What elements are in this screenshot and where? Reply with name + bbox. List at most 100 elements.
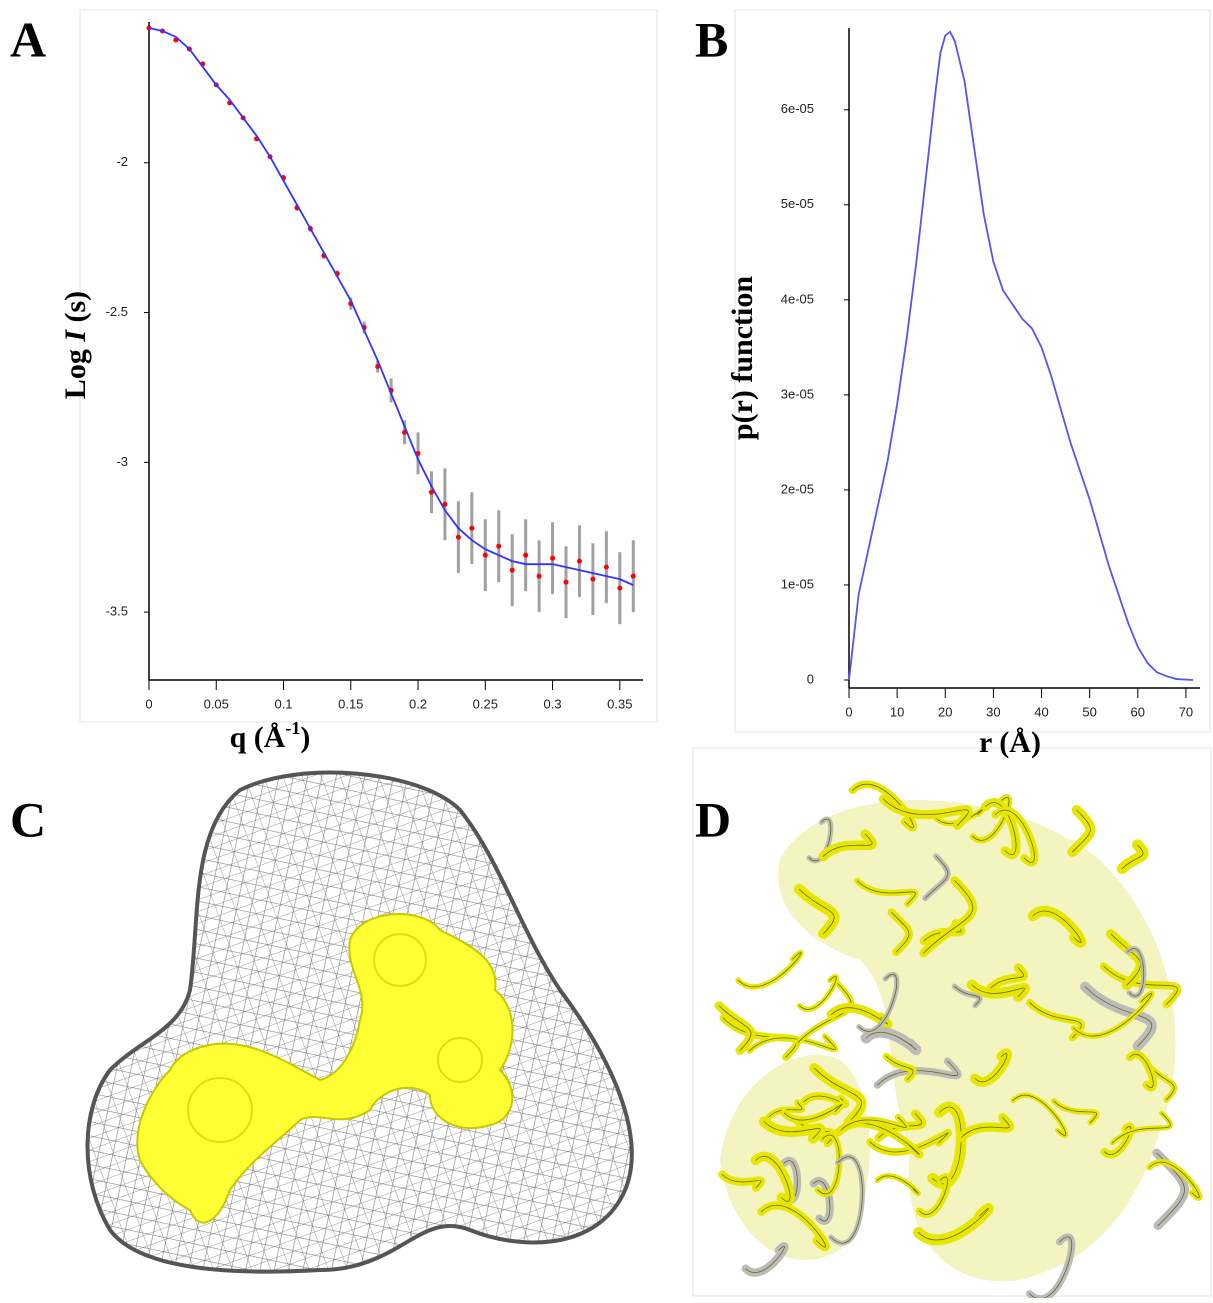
x-tick-label: 10	[890, 704, 904, 719]
axis-title-part: Log	[59, 342, 92, 400]
y-tick-label: -3	[116, 454, 128, 469]
ribbon-edge	[918, 1208, 989, 1241]
data-point	[455, 534, 461, 540]
y-tick-label: 1e-05	[781, 576, 814, 591]
x-tick-label: 0.05	[204, 696, 229, 711]
data-point	[482, 552, 488, 558]
ribbon-edge	[994, 809, 1035, 863]
ribbon-edge	[830, 1156, 863, 1244]
ribbon-edge	[1127, 948, 1145, 997]
axis-title-part: (s)	[59, 291, 92, 330]
ribbon-edge	[831, 1007, 888, 1025]
ribbon-edge	[768, 1102, 803, 1118]
ribbon-edge	[954, 985, 981, 1006]
data-point	[536, 573, 542, 579]
data-point	[576, 558, 582, 564]
data-point	[509, 567, 515, 573]
y-tick-label: 3e-05	[781, 386, 814, 401]
ribbon-edge	[924, 855, 949, 899]
y-tick-label: 0	[807, 671, 814, 686]
ribbon-edge	[748, 1035, 836, 1052]
ribbon-edge	[1149, 1067, 1175, 1101]
ribbon-edge	[813, 1067, 862, 1123]
ribbon-edge	[1121, 844, 1144, 869]
ribbon-edge	[813, 1180, 831, 1222]
x-tick-label: 60	[1131, 704, 1145, 719]
data-point	[428, 489, 434, 495]
y-tick-label: -3.5	[106, 604, 128, 619]
ribbon-edge	[934, 808, 984, 824]
x-tick-label: 50	[1082, 704, 1096, 719]
ribbon-edge	[891, 911, 910, 953]
data-point	[550, 555, 556, 561]
data-point	[469, 525, 475, 531]
ribbon-edge	[961, 1117, 1010, 1138]
x-tick-label: 70	[1179, 704, 1193, 719]
panel-frame	[692, 747, 1212, 1297]
axis-title-part: q (Å	[230, 721, 286, 754]
x-tick-label: 0.15	[338, 696, 363, 711]
ribbon	[1067, 805, 1096, 858]
ribbon-image	[714, 780, 1203, 1303]
ribbon-edge	[1129, 1054, 1154, 1088]
ribbon-edge	[1071, 809, 1091, 853]
ribbon-edge	[763, 1121, 821, 1139]
ribbon-edge	[882, 798, 969, 826]
ribbon-edge	[737, 952, 802, 988]
x-tick-label: 0.25	[473, 696, 498, 711]
ribbon-edge	[974, 1053, 1008, 1082]
x-tick-label: 0	[845, 704, 852, 719]
data-point	[496, 543, 502, 549]
axis-title-part: -1	[285, 718, 300, 738]
ribbon-edge	[865, 1031, 917, 1051]
x-tick-label: 30	[986, 704, 1000, 719]
panel-label: D	[695, 791, 731, 847]
ribbon-edge	[1110, 933, 1141, 986]
x-tick-label: 0	[145, 696, 152, 711]
ribbon-edge	[840, 1116, 907, 1131]
y-tick-label: -2	[116, 154, 128, 169]
ribbon-edge	[858, 974, 898, 1032]
y-tick-label: 6e-05	[781, 101, 814, 116]
panel-label: A	[10, 11, 46, 67]
x-axis-title: q (Å-1)	[230, 718, 311, 754]
ribbon-edge	[1149, 1161, 1200, 1199]
data-point	[617, 585, 623, 591]
y-axis-title: p(r) function	[726, 276, 759, 440]
axis-title-part: p(r) function	[726, 276, 759, 440]
x-tick-label: 0.2	[409, 696, 427, 711]
axis-title-part: I	[59, 329, 92, 343]
y-tick-label: 5e-05	[781, 196, 814, 211]
data-point	[603, 564, 609, 570]
x-tick-label: 20	[938, 704, 952, 719]
ribbon-edge	[1104, 1126, 1132, 1155]
x-tick-label: 0.1	[274, 696, 292, 711]
ribbon-edge	[1111, 1112, 1171, 1144]
ribbon-edge	[718, 1005, 752, 1051]
ribbon-edge	[919, 1176, 948, 1215]
panel-frame	[79, 9, 658, 723]
ribbon-edge	[923, 880, 974, 954]
ribbon-edge	[990, 967, 1025, 989]
x-tick-label: 0.35	[607, 696, 632, 711]
ribbon-edge	[1103, 965, 1178, 1005]
ribbon-edge	[808, 818, 832, 861]
ribbon-edge	[783, 1103, 843, 1121]
x-tick-label: 0.3	[544, 696, 562, 711]
ribbon-edge	[869, 1132, 949, 1153]
ribbon-edge	[972, 797, 1010, 841]
ribbon-edge	[798, 976, 837, 1010]
axis-title-part: r (Å)	[979, 726, 1041, 759]
ribbon-edge	[1084, 986, 1153, 1047]
ribbon-edge	[822, 833, 873, 857]
ribbon-edge	[876, 1060, 959, 1086]
data-point	[630, 573, 636, 579]
ribbon-edge	[885, 1056, 914, 1080]
ribbon-edge	[1032, 910, 1082, 944]
ribbon-edge	[755, 1156, 791, 1202]
ribbon-edge	[1012, 1094, 1067, 1136]
envelope-image	[85, 770, 634, 1274]
y-tick-label: -2.5	[106, 304, 128, 319]
